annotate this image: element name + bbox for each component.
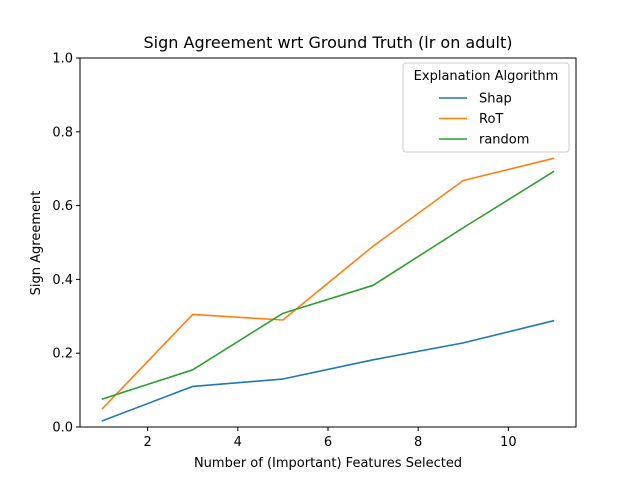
chart-title: Sign Agreement wrt Ground Truth (lr on a…: [144, 33, 513, 52]
x-tick-label: 4: [234, 435, 242, 450]
x-tick-label: 10: [500, 435, 517, 450]
x-axis-ticks: 2 4 6 8 10: [143, 427, 517, 450]
series-line-shap: [101, 319, 555, 422]
legend-entries: Shap RoT random: [439, 92, 529, 148]
y-axis-label: Sign Agreement: [29, 191, 44, 296]
legend-label-shap: Shap: [479, 92, 512, 107]
x-tick-label: 2: [143, 435, 151, 450]
x-tick-label: 6: [324, 435, 332, 450]
legend: Explanation Algorithm Shap RoT random: [402, 62, 570, 153]
series-line-rot: [101, 157, 555, 410]
y-tick-label: 0.6: [52, 199, 73, 214]
series-line-random: [101, 170, 555, 400]
series-lines: [101, 157, 555, 422]
y-tick-label: 0.4: [52, 273, 73, 288]
legend-label-rot: RoT: [479, 112, 503, 127]
y-tick-label: 1.0: [52, 52, 73, 67]
legend-box: [402, 62, 570, 153]
x-tick-label: 8: [414, 435, 422, 450]
y-axis-ticks: 0.0 0.2 0.4 0.6 0.8 1.0: [52, 52, 80, 436]
y-tick-label: 0.8: [52, 125, 73, 140]
y-tick-label: 0.0: [52, 421, 73, 436]
y-tick-label: 0.2: [52, 347, 73, 362]
x-axis-label: Number of (Important) Features Selected: [194, 456, 462, 471]
plot-area: 2 4 6 8 10 0.0 0.2 0.4 0.6 0.8 1.0: [52, 52, 577, 450]
legend-label-random: random: [479, 133, 529, 148]
legend-title: Explanation Algorithm: [414, 69, 559, 84]
